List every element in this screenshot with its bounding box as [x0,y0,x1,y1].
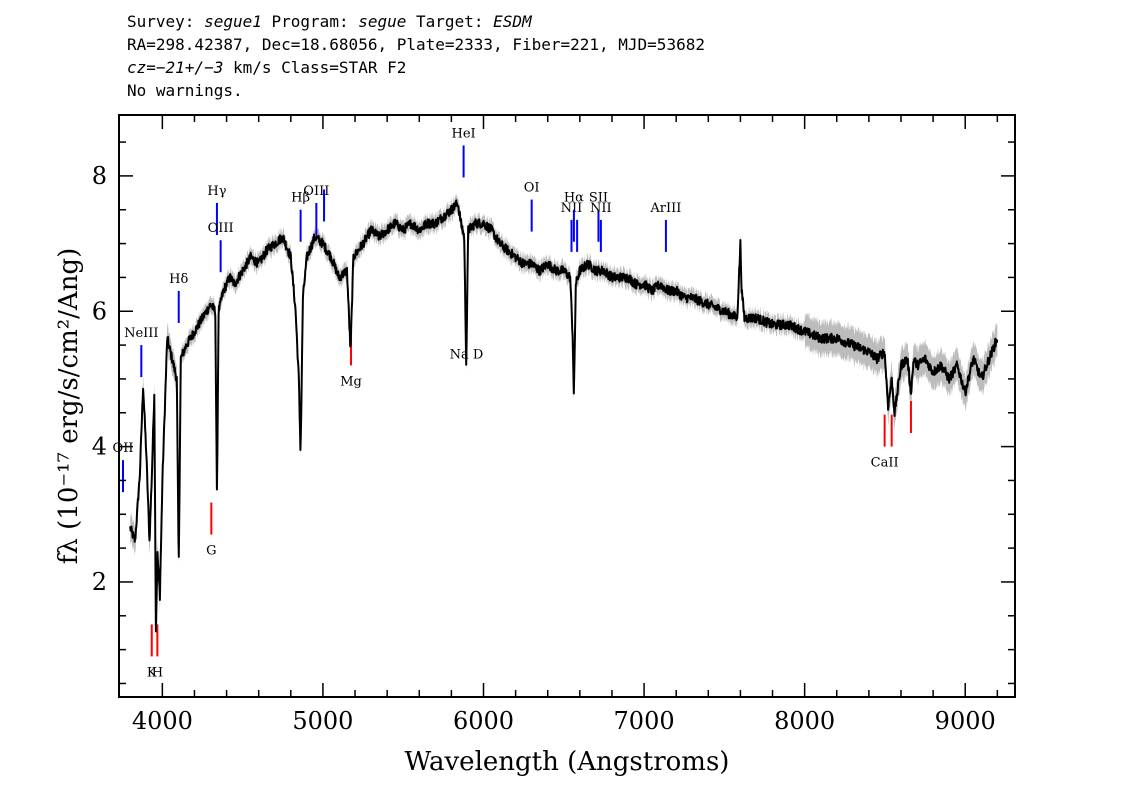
emission-line-label: Hα [564,191,584,206]
header-line-coordinates: RA=298.42387, Dec=18.68056, Plate=2333, … [127,35,705,54]
emission-line-label: Hγ [207,184,226,199]
cz-value: cz=−21+/−3 [127,58,224,77]
x-tick-label: 8000 [774,707,835,735]
absorption-line-label: K [147,665,157,680]
x-axis-title: Wavelength (Angstroms) [405,747,730,777]
x-tick-label: 4000 [132,707,193,735]
header-line-warnings: No warnings. [127,81,243,100]
emission-line-label: OII [113,441,134,456]
spectrum-line [129,199,999,633]
absorption-line-label: Mg [340,374,362,389]
emission-line-label: NII [561,201,583,216]
spectrum-header: Survey: segue1 Program: segue Target: ES… [127,10,705,102]
program-label: Program: [271,12,349,31]
emission-line-label: HeI [452,126,476,141]
absorption-line-label: G [206,544,216,559]
y-axis-title: fλ (10⁻¹⁷ erg/s/cm²/Ang) [54,248,84,564]
class-value: km/s Class=STAR F2 [223,58,407,77]
emission-line-label: OIII [303,184,329,199]
target-value: ESDM [493,12,532,31]
x-tick-label: 7000 [614,707,675,735]
spectrum-layer [129,199,999,633]
absorption-line-label: CaII [871,456,899,471]
program-value: segue [358,12,407,31]
survey-value: segue1 [204,12,262,31]
x-tick-label: 6000 [453,707,514,735]
emission-line-label: NeIII [124,326,158,341]
header-line-redshift: cz=−21+/−3 km/s Class=STAR F2 [127,56,705,79]
emission-line-label: Hδ [169,272,188,287]
header-line-survey: Survey: segue1 Program: segue Target: ES… [127,10,705,33]
y-tick-label: 8 [92,162,107,190]
emission-line-label: NII [590,201,612,216]
y-tick-label: 4 [92,433,107,461]
absorption-line-label: H [152,665,163,680]
emission-line-label: OI [524,181,540,196]
y-tick-label: 6 [92,297,107,325]
target-label: Target: [416,12,484,31]
emission-line-label: Hβ [291,191,310,206]
x-tick-label: 9000 [935,707,996,735]
emission-line-label: ArIII [649,201,681,216]
emission-line-label: SII [589,191,608,206]
y-tick-label: 2 [92,568,107,596]
ticks-layer: 4000 5000 6000 7000 8000 9000 2 4 6 8 [92,115,1015,735]
x-tick-label: 5000 [292,707,353,735]
survey-label: Survey: [127,12,195,31]
plot-frame [118,114,1016,698]
emission-line-label: OIII [208,221,234,236]
